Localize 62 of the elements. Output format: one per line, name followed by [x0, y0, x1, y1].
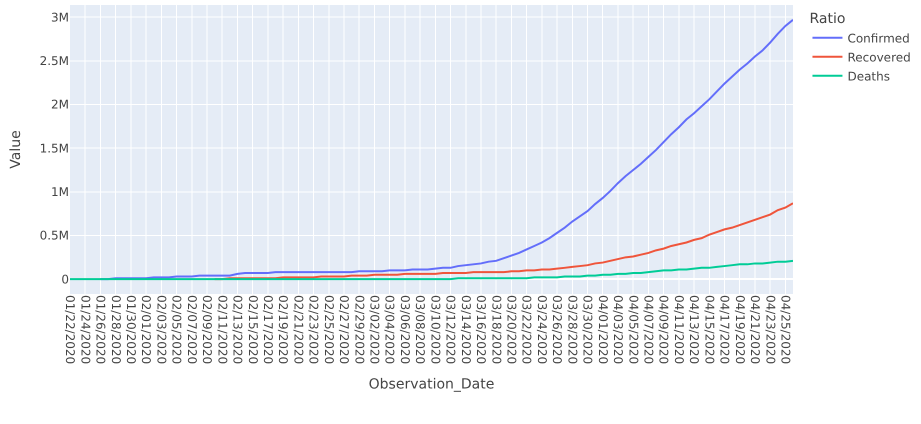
- x-tick-label: 01/28/2020: [108, 295, 123, 364]
- x-tick-label: 03/14/2020: [458, 295, 473, 364]
- y-tick-label: 2.5M: [40, 54, 69, 68]
- x-tick-label: 02/21/2020: [291, 295, 306, 364]
- x-tick-label: 02/15/2020: [246, 295, 260, 364]
- x-tick-label: 04/17/2020: [718, 295, 732, 364]
- legend-label: Confirmed: [847, 31, 910, 46]
- x-tick-label: 04/25/2020: [778, 295, 792, 364]
- x-tick-label: 01/26/2020: [94, 295, 108, 364]
- y-tick-label: 0: [61, 272, 69, 286]
- x-tick-label: 02/17/2020: [260, 295, 275, 364]
- x-tick-label: 03/06/2020: [398, 295, 412, 364]
- legend-title: Ratio: [809, 11, 846, 28]
- x-tick-label: 01/30/2020: [124, 295, 138, 364]
- x-tick-label: 04/03/2020: [611, 295, 626, 364]
- x-tick-label: 03/16/2020: [474, 295, 488, 364]
- x-axis-title: Observation_Date: [368, 376, 494, 392]
- legend-label: Deaths: [847, 69, 890, 84]
- legend-label: Recovered: [847, 50, 911, 64]
- x-tick-label: 04/01/2020: [596, 295, 610, 364]
- x-tick-label: 04/11/2020: [672, 295, 686, 364]
- x-tick-label: 04/05/2020: [626, 295, 640, 364]
- x-tick-label: 04/09/2020: [656, 295, 671, 364]
- x-tick-label: 04/21/2020: [748, 295, 762, 364]
- x-tick-label: 02/29/2020: [352, 295, 366, 364]
- x-tick-label: 03/22/2020: [520, 295, 534, 364]
- x-tick-label: 02/11/2020: [215, 295, 230, 364]
- x-tick-label: 02/07/2020: [184, 295, 199, 364]
- x-tick-label: 04/19/2020: [732, 295, 747, 364]
- x-tick-label: 04/13/2020: [687, 295, 702, 364]
- x-tick-label: 03/08/2020: [413, 295, 428, 364]
- x-tick-label: 02/13/2020: [230, 295, 245, 364]
- x-tick-label: 03/28/2020: [565, 295, 580, 364]
- x-tick-label: 02/05/2020: [170, 295, 184, 364]
- x-tick-label: 04/15/2020: [702, 295, 716, 364]
- x-tick-label: 03/30/2020: [580, 295, 595, 364]
- x-tick-label: 04/07/2020: [642, 295, 656, 364]
- x-tick-label: 03/20/2020: [504, 295, 519, 364]
- y-tick-label: 2M: [51, 98, 69, 112]
- x-tick-label: 03/12/2020: [444, 295, 458, 364]
- x-tick-label: 03/04/2020: [382, 295, 397, 364]
- y-axis-title: Value: [8, 130, 24, 169]
- y-tick-label: 3M: [51, 10, 69, 24]
- x-tick-label: 02/03/2020: [154, 295, 168, 364]
- x-tick-label: 03/18/2020: [489, 295, 504, 364]
- x-tick-label: 02/25/2020: [322, 295, 336, 364]
- x-tick-label: 02/27/2020: [337, 295, 352, 364]
- y-tick-label: 0.5M: [40, 228, 69, 243]
- y-tick-label: 1M: [51, 185, 69, 200]
- x-tick-label: 02/19/2020: [276, 295, 290, 364]
- x-tick-label: 03/02/2020: [368, 295, 382, 364]
- x-tick-label: 03/10/2020: [428, 295, 442, 364]
- x-tick-label: 03/24/2020: [534, 295, 549, 364]
- line-series: [70, 260, 793, 280]
- x-tick-label: 01/22/2020: [63, 295, 78, 364]
- x-tick-label: 02/01/2020: [139, 295, 154, 364]
- x-tick-label: 02/23/2020: [306, 295, 321, 364]
- x-tick-label: 03/26/2020: [550, 295, 564, 364]
- x-tick-label: 04/23/2020: [763, 295, 778, 364]
- x-tick-label: 01/24/2020: [78, 295, 92, 364]
- y-tick-label: 1.5M: [40, 141, 69, 156]
- x-tick-label: 02/09/2020: [200, 295, 214, 364]
